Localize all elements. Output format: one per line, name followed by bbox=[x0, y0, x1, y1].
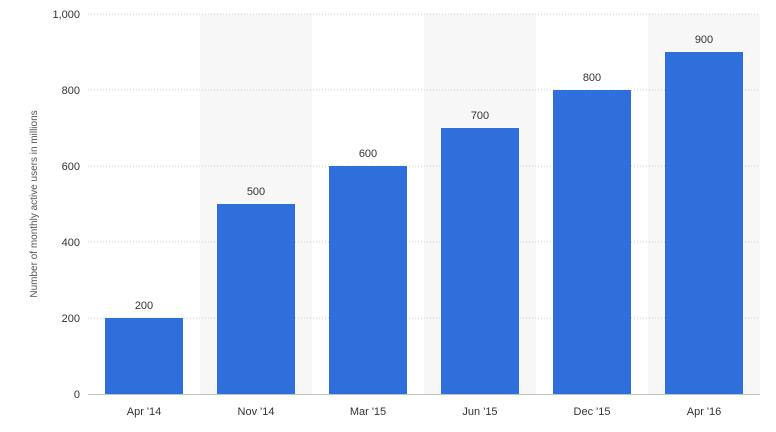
bars bbox=[105, 52, 743, 394]
data-label-5: 900 bbox=[695, 34, 713, 46]
y-axis-ticks: 0 200 400 600 800 1,000 bbox=[52, 9, 80, 401]
y-tick-label: 200 bbox=[62, 313, 80, 325]
bar-4 bbox=[553, 90, 631, 394]
bar-0 bbox=[105, 318, 183, 394]
x-tick-label-2: Mar '15 bbox=[350, 406, 386, 418]
y-tick-label: 400 bbox=[62, 237, 80, 249]
y-tick-label: 0 bbox=[74, 389, 80, 401]
data-label-3: 700 bbox=[471, 110, 489, 122]
x-tick-label-3: Jun '15 bbox=[462, 406, 497, 418]
y-tick-label: 600 bbox=[62, 161, 80, 173]
y-tick-label: 800 bbox=[62, 85, 80, 97]
bar-3 bbox=[441, 128, 519, 394]
gridlines bbox=[88, 13, 760, 319]
bar-2 bbox=[329, 166, 407, 394]
x-tick-label-4: Dec '15 bbox=[574, 406, 611, 418]
x-tick-label-0: Apr '14 bbox=[127, 406, 162, 418]
data-labels: 200 500 600 700 800 900 bbox=[135, 34, 713, 312]
bar-5 bbox=[665, 52, 743, 394]
x-tick-label-5: Apr '16 bbox=[687, 406, 722, 418]
y-axis-label: Number of monthly active users in millio… bbox=[29, 110, 40, 297]
y-tick-label: 1,000 bbox=[52, 9, 80, 21]
x-tick-label-1: Nov '14 bbox=[238, 406, 275, 418]
data-label-2: 600 bbox=[359, 148, 377, 160]
data-label-4: 800 bbox=[583, 72, 601, 84]
data-label-1: 500 bbox=[247, 186, 265, 198]
data-label-0: 200 bbox=[135, 300, 153, 312]
x-axis-ticks: Apr '14 Nov '14 Mar '15 Jun '15 Dec '15 Apr '… bbox=[127, 406, 722, 418]
bar-1 bbox=[217, 204, 295, 394]
